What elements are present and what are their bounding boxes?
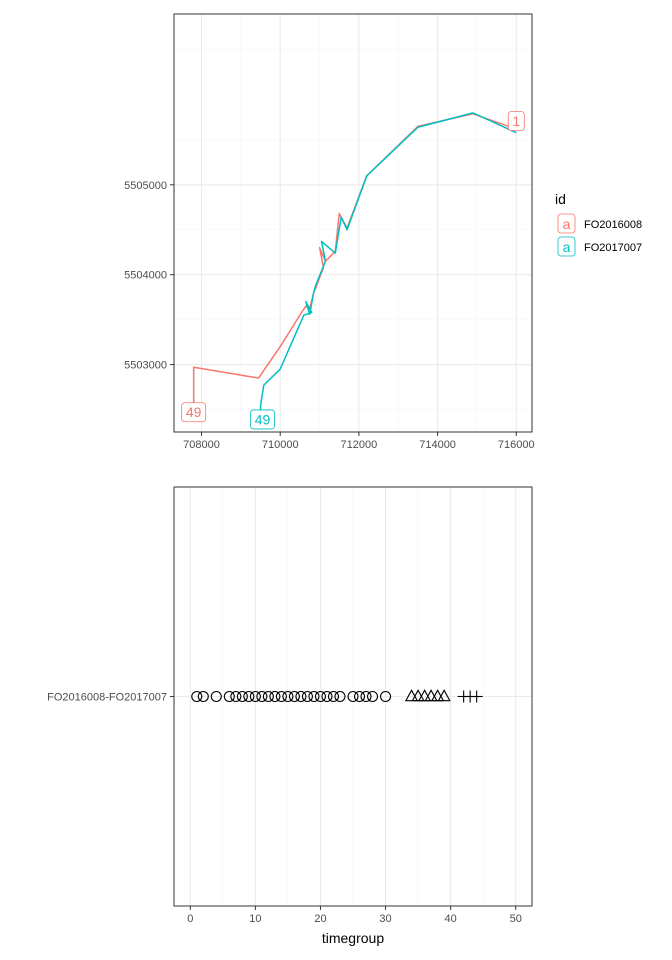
legend-key-box — [557, 213, 576, 234]
y-tick-label: 5504000 — [124, 270, 167, 282]
x-tick-label: 712000 — [341, 439, 378, 451]
point-circle — [269, 690, 281, 703]
point-label-box — [181, 402, 207, 423]
point-circle — [366, 690, 379, 703]
bottom-grid — [174, 487, 532, 906]
point-triangle — [411, 689, 425, 702]
point-circle — [308, 690, 320, 703]
point-label: 1 — [507, 111, 525, 131]
point-circle — [288, 690, 300, 703]
legend-entry-label: FO2016008 — [584, 219, 642, 231]
legend-key-glyph: a — [563, 239, 571, 255]
top-series — [192, 112, 517, 426]
point-plus — [470, 690, 483, 703]
point-triangle — [424, 689, 438, 702]
x-tick-label: 716000 — [498, 439, 535, 451]
point-triangle — [417, 689, 432, 702]
y-tick-label: 5505000 — [124, 180, 167, 192]
legend-key-glyph: a — [563, 216, 571, 232]
point-triangle — [404, 689, 419, 702]
x-tick-label: 40 — [445, 913, 457, 925]
series-line-FO2017007 — [259, 112, 517, 426]
top-chart: 1 49 49 708000 710000 712000 714000 716000 550… — [124, 13, 642, 451]
legend-entry-label: FO2017007 — [584, 242, 642, 254]
bottom-x-axis: 0 10 20 30 40 50 — [187, 906, 522, 925]
point-triangle — [437, 689, 451, 702]
point-circle — [295, 690, 307, 703]
legend-entry: a FO2016008 — [557, 213, 642, 234]
x-tick-label: 714000 — [419, 439, 456, 451]
point-circle — [347, 690, 359, 703]
point-circle — [223, 690, 235, 703]
bottom-y-axis: FO2016008-FO2017007 — [47, 692, 174, 704]
point-circle — [327, 690, 340, 703]
point-label: 49 — [181, 402, 207, 423]
point-circle — [282, 690, 294, 703]
point-circle — [236, 690, 248, 703]
point-circle — [210, 690, 222, 703]
legend: id a FO2016008 a FO2017007 — [555, 191, 642, 257]
legend-title: id — [555, 191, 566, 207]
y-tick-label: 5503000 — [124, 360, 167, 372]
x-tick-label: 708000 — [183, 439, 220, 451]
point-circle — [256, 690, 268, 703]
x-tick-label: 10 — [249, 913, 261, 925]
y-category-label: FO2016008-FO2017007 — [47, 692, 167, 704]
x-tick-label: 50 — [510, 913, 522, 925]
point-circle — [275, 690, 287, 703]
point-circle — [197, 690, 209, 703]
point-label-text: 49 — [186, 404, 202, 420]
bottom-points — [191, 689, 483, 703]
point-circle — [321, 690, 333, 703]
point-circle — [249, 690, 261, 703]
point-label-box — [250, 409, 275, 430]
top-y-axis: 5503000 5504000 5505000 — [124, 180, 174, 372]
top-point-labels: 1 49 49 — [181, 111, 525, 430]
point-circle — [360, 690, 372, 703]
x-tick-label: 710000 — [262, 439, 299, 451]
point-circle — [379, 690, 392, 703]
point-circle — [191, 690, 203, 703]
legend-key-box — [557, 236, 576, 257]
x-tick-label: 20 — [314, 913, 326, 925]
point-circle — [353, 690, 366, 703]
point-circle — [243, 690, 255, 703]
top-panel-background — [174, 14, 532, 432]
legend-entry: a FO2017007 — [557, 236, 642, 257]
point-label-box — [507, 111, 525, 131]
point-label-text: 1 — [512, 113, 520, 129]
point-circle — [262, 690, 274, 703]
point-label-text: 49 — [255, 411, 271, 427]
bottom-x-axis-title: timegroup — [322, 930, 384, 946]
top-panel-border — [173, 13, 533, 433]
point-label: 49 — [250, 409, 275, 430]
top-x-axis: 708000 710000 712000 714000 716000 — [183, 432, 535, 451]
point-triangle — [430, 689, 445, 702]
x-tick-label: 0 — [187, 913, 193, 925]
top-grid — [174, 14, 532, 432]
point-circle — [334, 690, 346, 703]
x-tick-label: 30 — [379, 913, 391, 925]
point-circle — [230, 690, 242, 703]
bottom-chart: 0 10 20 30 40 50 FO2016008-FO2017007 timegrou… — [47, 486, 533, 946]
point-circle — [314, 690, 327, 703]
point-circle — [301, 690, 313, 703]
